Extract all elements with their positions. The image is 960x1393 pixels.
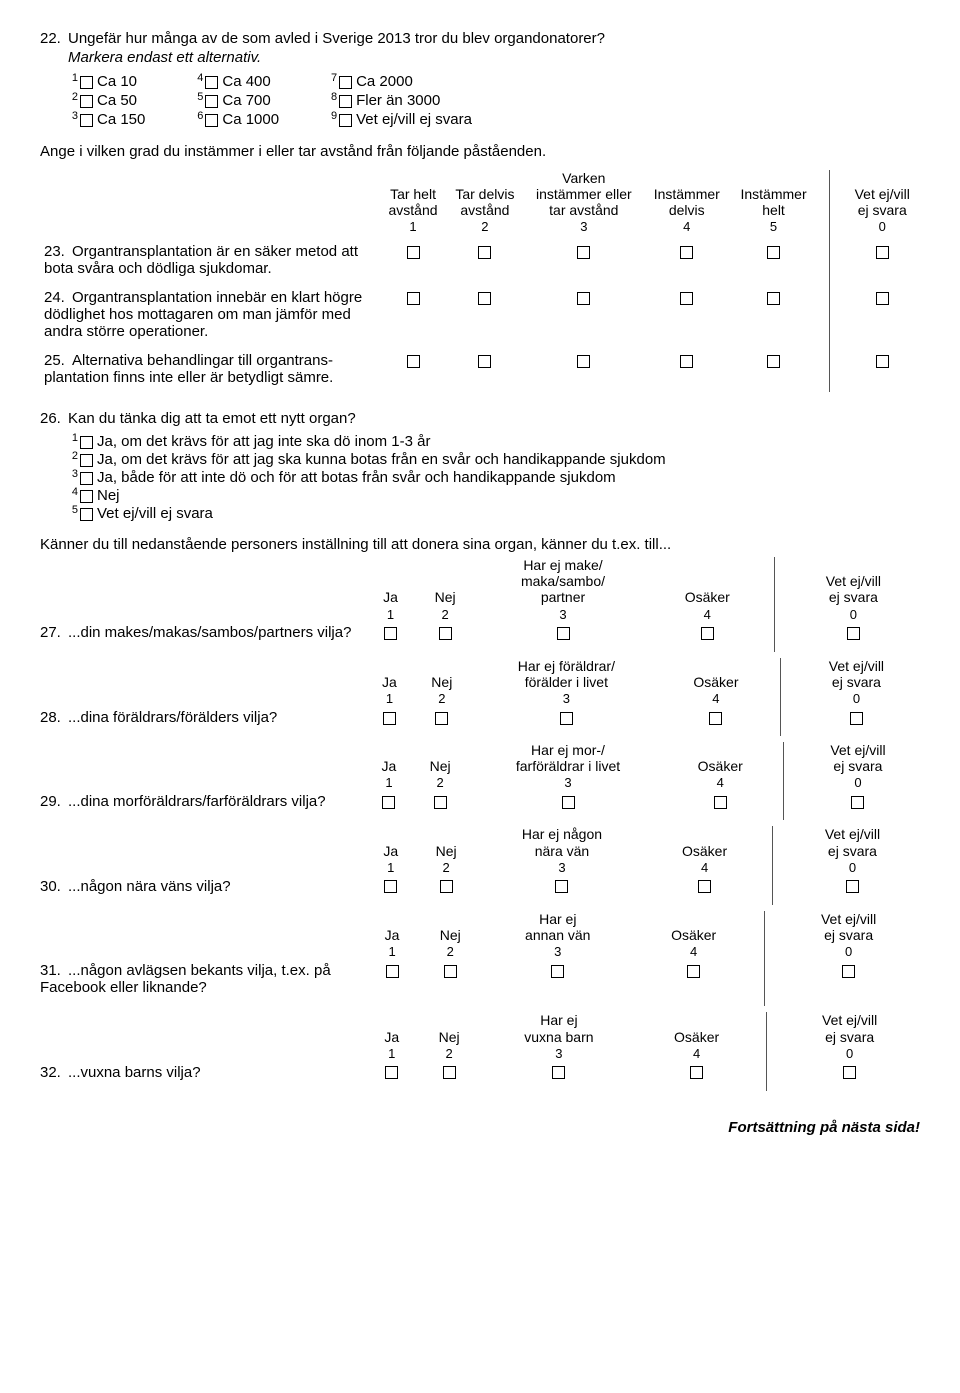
q22-opt-8[interactable] [339,95,352,108]
q23-opt-3[interactable] [577,246,590,259]
q29-opt-0[interactable] [851,796,864,809]
q28-opt-3[interactable] [560,712,573,725]
q28-opt-2[interactable] [435,712,448,725]
q23-opt-1[interactable] [407,246,420,259]
q30-opt-0[interactable] [846,880,859,893]
know-intro: Känner du till nedanstående personers in… [40,536,920,553]
q32-opt-1[interactable] [385,1066,398,1079]
q24-opt-0[interactable] [876,292,889,305]
agree-intro: Ange i vilken grad du instämmer i eller … [40,143,920,160]
q23-opt-0[interactable] [876,246,889,259]
q23-opt-2[interactable] [478,246,491,259]
know-row-29: Ja1 Nej2 Har ej mor-/farföräldrar i live… [40,742,920,820]
q31-opt-2[interactable] [444,965,457,978]
q24-opt-5[interactable] [767,292,780,305]
q23-opt-4[interactable] [680,246,693,259]
agree-row-25: 25.Alternativa behandlingar till organtr… [40,346,920,392]
know-row-30: Ja1 Nej2 Har ej någonnära vän3 Osäker4 V… [40,826,920,904]
q25-opt-0[interactable] [876,355,889,368]
q26-opt-2[interactable] [80,454,93,467]
q32-opt-0[interactable] [843,1066,856,1079]
agree-row-24: 24.Organtransplantation innebär en klart… [40,283,920,346]
q27-opt-0[interactable] [847,627,860,640]
q29-opt-4[interactable] [714,796,727,809]
q22-opt-6[interactable] [205,114,218,127]
q29-opt-3[interactable] [562,796,575,809]
q30-opt-1[interactable] [384,880,397,893]
q26-opt-3[interactable] [80,472,93,485]
q30-opt-3[interactable] [555,880,568,893]
know-row-32: Ja1 Nej2 Har ejvuxna barn3 Osäker4 Vet e… [40,1012,920,1090]
q26-options: 1Ja, om det krävs för att jag inte ska d… [68,433,920,522]
q22-text: Ungefär hur många av de som avled i Sver… [68,30,605,47]
q28-opt-0[interactable] [850,712,863,725]
q26: 26.Kan du tänka dig att ta emot ett nytt… [40,410,920,522]
know-row-27: Ja1 Nej2 Har ej make/maka/sambo/partner3… [40,557,920,651]
q31-opt-0[interactable] [842,965,855,978]
q31-opt-3[interactable] [551,965,564,978]
q29-opt-1[interactable] [382,796,395,809]
q22-number: 22. [40,30,68,47]
q26-opt-4[interactable] [80,490,93,503]
q31-opt-1[interactable] [386,965,399,978]
q25-opt-5[interactable] [767,355,780,368]
footer-text: Fortsättning på nästa sida! [40,1119,920,1136]
q26-number: 26. [40,410,68,427]
q29-opt-2[interactable] [434,796,447,809]
q32-opt-2[interactable] [443,1066,456,1079]
q25-opt-3[interactable] [577,355,590,368]
know-matrix: Ja1 Nej2 Har ej make/maka/sambo/partner3… [40,557,920,1091]
q24-opt-3[interactable] [577,292,590,305]
q24-opt-1[interactable] [407,292,420,305]
q22-opt-5[interactable] [205,95,218,108]
q22-options: 1Ca 10 4Ca 400 7Ca 2000 2Ca 50 5Ca 700 8… [68,72,920,129]
q22: 22.Ungefär hur många av de som avled i S… [40,30,920,129]
q22-opt-1[interactable] [80,76,93,89]
q24-opt-2[interactable] [478,292,491,305]
q31-opt-4[interactable] [687,965,700,978]
q27-opt-2[interactable] [439,627,452,640]
q22-opt-9[interactable] [339,114,352,127]
q27-opt-3[interactable] [557,627,570,640]
q26-opt-1[interactable] [80,436,93,449]
q32-opt-3[interactable] [552,1066,565,1079]
q27-opt-4[interactable] [701,627,714,640]
q28-opt-4[interactable] [709,712,722,725]
agree-matrix: Tar heltavstånd1 Tar delvisavstånd2 Vark… [40,170,920,392]
q22-opt-2[interactable] [80,95,93,108]
q25-opt-2[interactable] [478,355,491,368]
agree-row-23: 23.Organtransplantation är en säker meto… [40,237,920,283]
know-row-31: Ja1 Nej2 Har ejannan vän3 Osäker4 Vet ej… [40,911,920,1007]
q23-opt-5[interactable] [767,246,780,259]
q26-opt-5[interactable] [80,508,93,521]
q25-opt-4[interactable] [680,355,693,368]
q30-opt-4[interactable] [698,880,711,893]
q30-opt-2[interactable] [440,880,453,893]
q22-opt-3[interactable] [80,114,93,127]
q22-opt-7[interactable] [339,76,352,89]
q28-opt-1[interactable] [383,712,396,725]
q25-opt-1[interactable] [407,355,420,368]
q24-opt-4[interactable] [680,292,693,305]
q26-text: Kan du tänka dig att ta emot ett nytt or… [68,410,356,427]
know-row-28: Ja1 Nej2 Har ej föräldrar/förälder i liv… [40,658,920,736]
q27-opt-1[interactable] [384,627,397,640]
q22-opt-4[interactable] [205,76,218,89]
q22-hint: Markera endast ett alternativ. [68,49,920,66]
q32-opt-4[interactable] [690,1066,703,1079]
